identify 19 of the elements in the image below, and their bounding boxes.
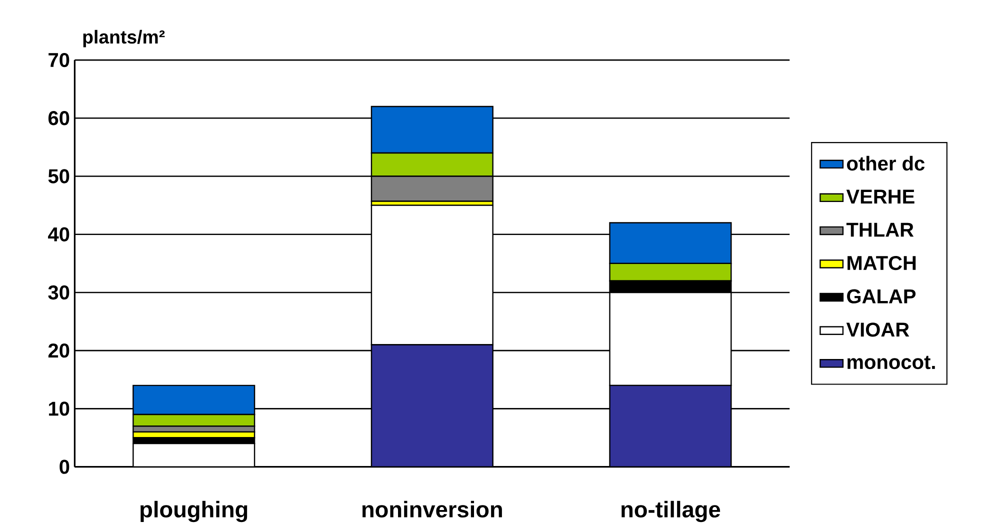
y-tick-label: 10 (48, 402, 70, 416)
legend-label: VIOAR (846, 322, 910, 337)
legend-label: monocot. (848, 356, 935, 370)
y-tick-label: 40 (48, 227, 70, 242)
y-tick-label: 0 (60, 460, 70, 474)
y-tick-label: 60 (48, 110, 70, 126)
legend-label: VERHE (846, 190, 914, 204)
legend-label: THLAR (846, 222, 914, 237)
x-tick-label: ploughing (140, 500, 248, 522)
legend-label: other dc (847, 156, 925, 171)
legend-label: MATCH (848, 256, 916, 270)
legend-label: GALAP (847, 289, 916, 304)
x-tick-label: noninversion (362, 500, 502, 518)
x-tick-label: no-tillage (622, 500, 720, 522)
y-axis-title: plants/m² (83, 30, 165, 48)
y-tick-label: 70 (48, 52, 70, 68)
y-tick-label: 20 (48, 343, 70, 358)
y-tick-label: 30 (48, 285, 70, 300)
y-tick-label: 50 (48, 169, 70, 184)
